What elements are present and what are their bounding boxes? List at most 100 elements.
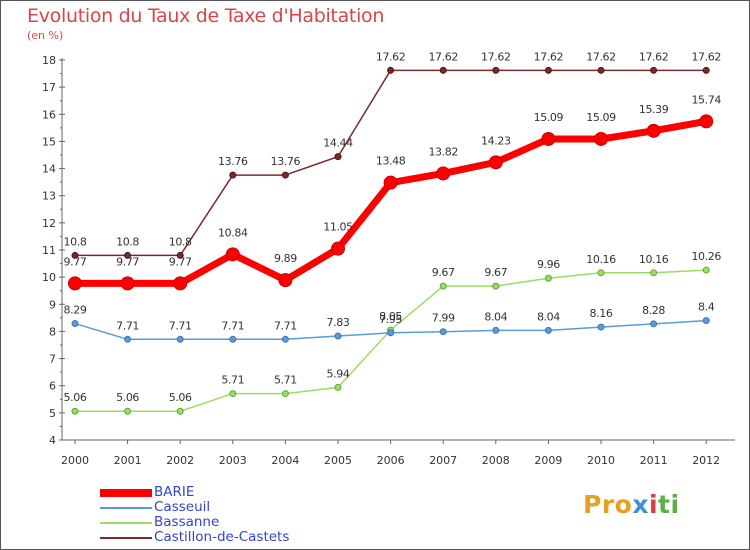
data-point-casseuil [176,335,184,343]
data-label-barie: 15.09 [586,111,616,124]
series-layer [68,66,714,415]
y-tick-label: 10 [42,271,56,284]
data-point-bassanne [597,269,605,277]
data-point-castillon-de-castets [650,66,658,74]
data-point-barie [646,123,661,138]
data-label-casseuil: 8.16 [590,307,613,320]
data-label-casseuil: 8.04 [537,310,560,323]
data-label-bassanne: 9.67 [432,266,455,279]
x-tick-label: 2006 [377,454,405,467]
series-line-bassanne [74,269,707,412]
x-tick-label: 2010 [587,454,615,467]
data-label-bassanne: 10.26 [691,250,721,263]
data-label-bassanne: 5.71 [221,374,244,387]
data-label-barie: 15.09 [534,111,564,124]
data-label-castillon-de-castets: 13.76 [218,155,248,168]
data-label-bassanne: 5.94 [327,367,350,380]
y-tick-label: 13 [42,190,56,203]
y-tick-label: 17 [42,81,56,94]
data-point-barie [383,175,398,190]
proxiti-logo: Proxiti [583,490,680,519]
series-castillon-de-castets [71,66,710,259]
chart-subtitle: (en %) [27,29,64,42]
data-point-castillon-de-castets [597,66,605,74]
series-bassanne [71,266,710,415]
data-point-casseuil [71,320,79,328]
y-tick-label: 4 [49,434,56,447]
data-point-castillon-de-castets [702,66,710,74]
data-label-castillon-de-castets: 10.8 [116,235,139,248]
data-label-casseuil: 7.71 [116,319,139,332]
y-tick-label: 5 [49,407,56,420]
legend-swatch-bassanne [100,522,152,524]
data-point-castillon-de-castets [387,66,395,74]
legend-label-castillon-de-castets: Castillon-de-Castets [154,529,290,545]
data-point-barie [278,273,293,288]
data-point-barie [120,276,135,291]
data-point-casseuil [124,335,132,343]
data-point-casseuil [492,326,500,334]
data-label-barie: 11.05 [323,221,353,234]
data-label-bassanne: 10.16 [639,253,669,266]
data-label-casseuil: 7.95 [379,313,402,326]
x-tick-label: 2005 [324,454,352,467]
data-point-casseuil [544,326,552,334]
data-point-barie [699,114,714,129]
data-point-bassanne [334,383,342,391]
data-label-castillon-de-castets: 10.8 [169,235,192,248]
y-tick-label: 18 [42,54,56,67]
data-label-casseuil: 7.83 [327,316,350,329]
data-point-bassanne [492,282,500,290]
x-tick-label: 2003 [219,454,247,467]
data-point-bassanne [176,407,184,415]
data-label-castillon-de-castets: 17.62 [586,50,616,63]
data-point-barie [173,276,188,291]
data-point-castillon-de-castets [492,66,500,74]
data-label-castillon-de-castets: 17.62 [376,50,406,63]
data-label-castillon-de-castets: 17.62 [481,50,511,63]
data-label-bassanne: 10.16 [586,253,616,266]
data-label-bassanne: 5.06 [116,391,139,404]
data-point-casseuil [281,335,289,343]
data-point-barie [488,155,503,170]
x-tick-label: 2008 [482,454,510,467]
data-point-bassanne [124,407,132,415]
data-label-casseuil: 8.28 [642,304,665,317]
data-label-barie: 13.82 [428,145,458,158]
data-label-castillon-de-castets: 14.44 [323,137,353,150]
data-label-barie: 15.74 [691,93,721,106]
legend-swatch-castillon-de-castets [100,537,152,539]
y-tick-label: 14 [42,163,56,176]
data-label-barie: 9.89 [274,252,297,265]
legend-swatch-barie [100,489,152,497]
data-point-casseuil [702,317,710,325]
y-tick-label: 15 [42,135,56,148]
data-point-bassanne [229,390,237,398]
data-point-castillon-de-castets [124,251,132,259]
y-tick-label: 16 [42,108,56,121]
data-point-castillon-de-castets [229,171,237,179]
data-point-barie [436,166,451,181]
chart-title: Evolution du Taux de Taxe d'Habitation [27,5,385,27]
data-point-casseuil [229,335,237,343]
data-label-bassanne: 5.06 [64,391,87,404]
y-tick-label: 8 [49,325,56,338]
x-tick-label: 2002 [166,454,194,467]
data-point-casseuil [387,329,395,337]
data-point-barie [68,276,82,291]
data-label-castillon-de-castets: 17.62 [639,50,669,63]
data-point-bassanne [702,266,710,274]
data-point-castillon-de-castets [176,251,184,259]
legend-label-casseuil: Casseuil [154,499,211,515]
data-point-castillon-de-castets [334,153,342,161]
logo-part-4: ti [658,490,680,519]
legend-label-barie: BARIE [154,484,195,500]
series-casseuil [71,317,710,343]
x-tick-labels: 2000 2001 2002 2003 2004 2005 2006 2007 2008 2009… [61,454,720,467]
data-point-castillon-de-castets [439,66,447,74]
y-tick-label: 11 [42,244,56,257]
data-point-casseuil [650,320,658,328]
data-label-barie: 10.84 [218,226,248,239]
x-tick-label: 2011 [640,454,668,467]
